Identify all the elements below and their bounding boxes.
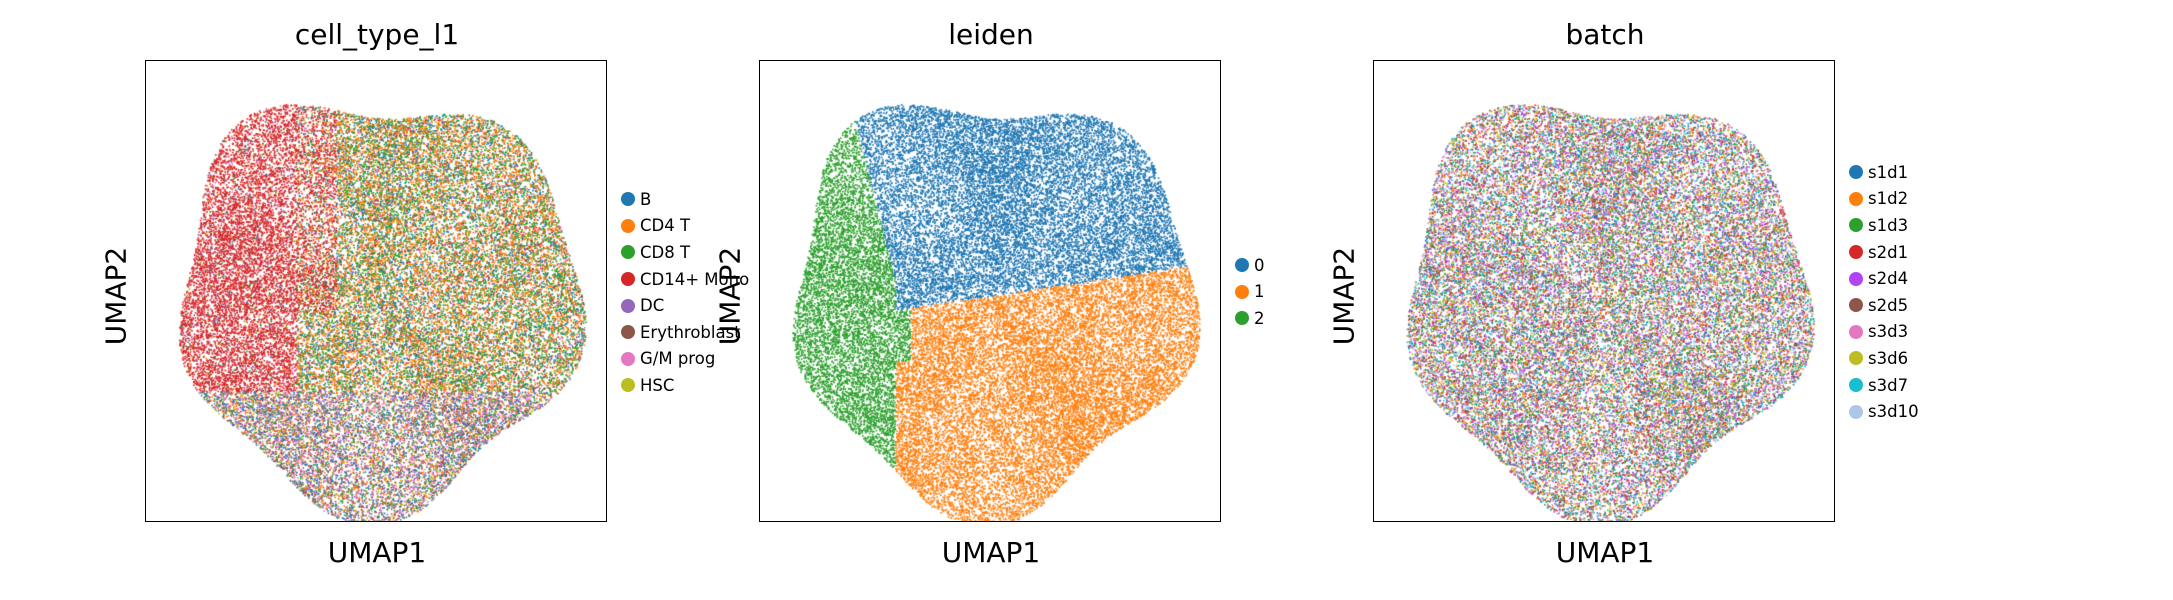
panel-title: batch	[1565, 18, 1645, 51]
legend-marker	[1849, 298, 1863, 313]
legend-label: 0	[1254, 255, 1265, 275]
y-axis-label: UMAP2	[1327, 246, 1361, 346]
legend-marker	[1849, 271, 1863, 286]
legend-item: s3d7	[1849, 372, 1919, 399]
legend-marker	[1235, 311, 1249, 326]
legend-item: s2d5	[1849, 292, 1919, 319]
legend-item: Erythroblast	[621, 319, 749, 346]
legend-item: DC	[621, 292, 749, 319]
legend-item: 2	[1235, 305, 1265, 332]
legend-label: s1d2	[1868, 189, 1909, 209]
legend-marker	[1849, 404, 1863, 419]
legend-marker	[621, 378, 635, 393]
legend-label: B	[640, 189, 652, 209]
legend-item: CD4 T	[621, 213, 749, 240]
legend-label: 2	[1254, 308, 1265, 328]
legend-item: CD14+ Mono	[621, 266, 749, 293]
legend-item: s1d1	[1849, 159, 1919, 186]
legend-marker	[1849, 378, 1863, 393]
legend-label: s1d3	[1868, 215, 1909, 235]
panel-title: cell_type_l1	[294, 18, 460, 51]
scatter-points	[146, 61, 606, 521]
legend-marker	[1849, 351, 1863, 366]
legend-item: s1d3	[1849, 212, 1919, 239]
legend: s1d1 s1d2 s1d3 s2d1 s2d4 s2d5 s3d3 s3d6 s3d7 s3d1…	[1849, 159, 1919, 425]
scatter-plot-area	[1373, 60, 1835, 522]
legend-marker	[1235, 284, 1249, 299]
legend-item: s3d3	[1849, 319, 1919, 346]
scatter-plot-area	[145, 60, 607, 522]
legend-item: HSC	[621, 372, 749, 399]
legend-marker	[621, 351, 635, 366]
legend-label: s3d6	[1868, 348, 1909, 368]
legend: 0 1 2	[1235, 252, 1265, 332]
legend-label: CD14+ Mono	[640, 269, 750, 289]
legend-item: s1d2	[1849, 186, 1919, 213]
legend-label: s1d1	[1868, 162, 1909, 182]
legend-label: HSC	[640, 375, 675, 395]
legend-marker	[1235, 258, 1249, 273]
legend-label: s3d10	[1868, 402, 1919, 422]
legend-label: 1	[1254, 282, 1265, 302]
legend-label: s3d7	[1868, 375, 1909, 395]
legend-marker	[621, 245, 635, 260]
legend-label: CD8 T	[640, 242, 691, 262]
legend-item: s3d6	[1849, 345, 1919, 372]
legend-item: CD8 T	[621, 239, 749, 266]
legend-label: s2d5	[1868, 295, 1909, 315]
umap-panel-batch: batch UMAP2 UMAP1 s1d1 s1d2 s1d3 s2d1 s2d4 s2…	[0, 0, 1919, 600]
x-axis-label: UMAP1	[1555, 536, 1655, 569]
legend-marker	[1849, 218, 1863, 233]
legend-marker	[621, 272, 635, 287]
legend-item: 0	[1235, 252, 1265, 279]
legend-marker	[621, 192, 635, 207]
panel-title: leiden	[948, 18, 1034, 51]
scatter-points	[1374, 61, 1834, 521]
legend-marker	[1849, 324, 1863, 339]
legend-label: DC	[640, 296, 665, 316]
legend-marker	[1849, 191, 1863, 206]
legend-label: s3d3	[1868, 322, 1909, 342]
legend-item: G/M prog	[621, 346, 749, 373]
scatter-points	[760, 61, 1220, 521]
legend: B CD4 T CD8 T CD14+ Mono DC Erythroblast G/M p…	[621, 186, 749, 399]
legend-item: s3d10	[1849, 398, 1919, 425]
legend-marker	[621, 218, 635, 233]
scatter-plot-area	[759, 60, 1221, 522]
legend-marker	[1849, 165, 1863, 180]
legend-label: s2d4	[1868, 269, 1909, 289]
legend-item: 1	[1235, 279, 1265, 306]
umap-panel-cell-type: cell_type_l1 UMAP2 UMAP1 B CD4 T CD8 T CD14…	[0, 0, 750, 600]
legend-item: s2d1	[1849, 239, 1919, 266]
x-axis-label: UMAP1	[327, 536, 427, 569]
legend-label: s2d1	[1868, 242, 1909, 262]
legend-label: CD4 T	[640, 216, 691, 236]
legend-marker	[621, 298, 635, 313]
legend-marker	[1849, 245, 1863, 260]
legend-label: Erythroblast	[640, 322, 741, 342]
legend-label: G/M prog	[640, 349, 716, 369]
x-axis-label: UMAP1	[941, 536, 1041, 569]
legend-item: B	[621, 186, 749, 213]
legend-marker	[621, 325, 635, 340]
legend-item: s2d4	[1849, 265, 1919, 292]
